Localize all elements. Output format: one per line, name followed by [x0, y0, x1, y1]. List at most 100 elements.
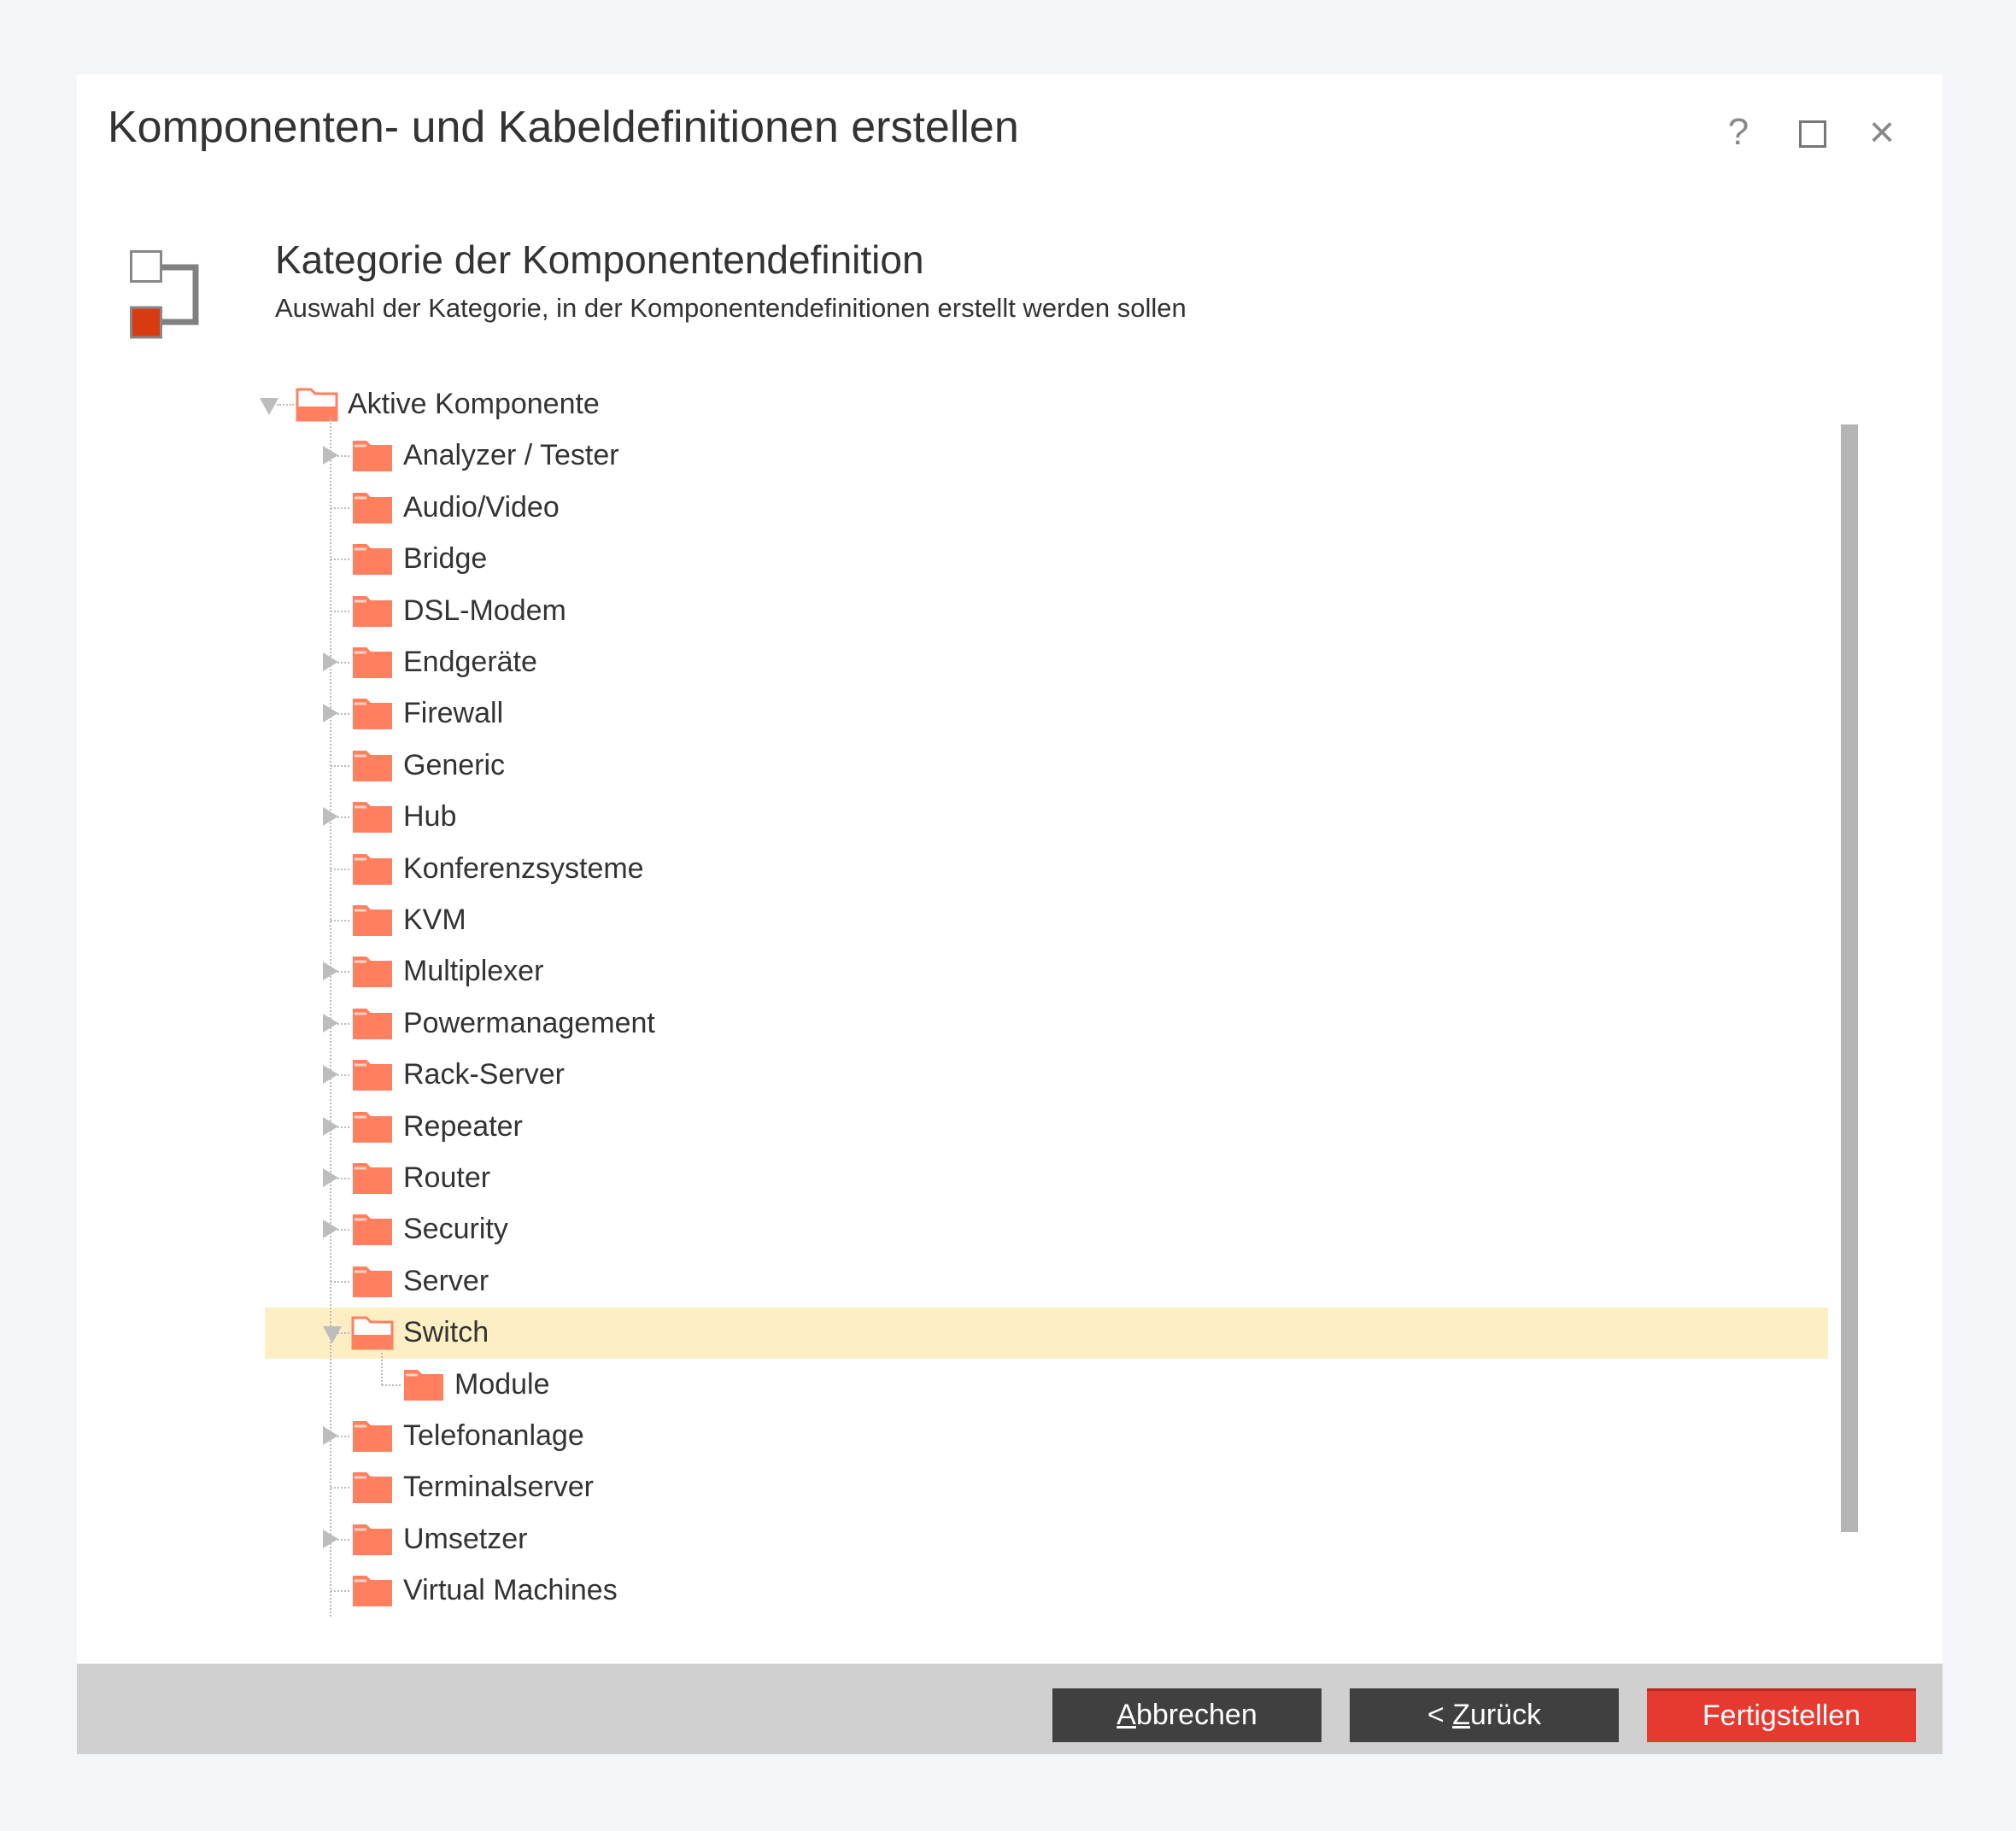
- tree-item[interactable]: DSL-Modem: [265, 586, 1828, 637]
- tree-connector: [331, 1126, 349, 1128]
- tree-item-label: Hub: [403, 800, 457, 834]
- folder-icon: [353, 1111, 392, 1143]
- tree-item[interactable]: Bridge: [265, 534, 1828, 585]
- tree-item[interactable]: Repeater: [265, 1102, 1828, 1153]
- folder-icon: [353, 1266, 392, 1297]
- tree-item-label: Telefonanlage: [403, 1419, 584, 1452]
- help-button[interactable]: ?: [1727, 111, 1749, 153]
- tree-item-label: Bridge: [403, 542, 488, 576]
- folder-icon: [353, 441, 392, 472]
- tree-item-label: Aktive Komponente: [348, 388, 600, 420]
- tree-item[interactable]: Umsetzer: [265, 1514, 1828, 1565]
- tree-item[interactable]: Analyzer / Tester: [265, 430, 1828, 482]
- tree-connector: [331, 764, 349, 767]
- tree-connector: [331, 713, 349, 716]
- folder-icon: [353, 750, 392, 781]
- tree-connector: [331, 920, 349, 921]
- folder-icon: [353, 1008, 392, 1039]
- page-subtitle: Auswahl der Kategorie, in der Komponente…: [275, 293, 1187, 323]
- tree-item-label: Terminalserver: [403, 1471, 594, 1504]
- tree-connector: [331, 1590, 349, 1593]
- tree-item[interactable]: Server: [265, 1256, 1828, 1307]
- tree-item[interactable]: Aktive Komponente: [260, 379, 1828, 430]
- cancel-label: bbrechen: [1135, 1699, 1257, 1731]
- tree-connector: [331, 1487, 349, 1489]
- tree-item-label: Umsetzer: [403, 1522, 528, 1555]
- folder-icon: [353, 1163, 392, 1194]
- tree-item[interactable]: Telefonanlage: [265, 1411, 1828, 1462]
- tree-item[interactable]: Security: [265, 1204, 1828, 1255]
- tree-item[interactable]: Multiplexer: [265, 946, 1828, 997]
- folder-open-icon: [351, 1316, 394, 1350]
- tree-item-label: Security: [403, 1213, 508, 1246]
- folder-icon: [353, 492, 392, 524]
- finish-button[interactable]: Fertigstellen: [1647, 1688, 1916, 1742]
- back-label: urück: [1469, 1699, 1542, 1731]
- folder-icon: [353, 699, 392, 730]
- maximize-icon: [1799, 120, 1826, 149]
- folder-open-icon: [296, 388, 338, 422]
- tree-item[interactable]: Router: [265, 1153, 1828, 1204]
- tree-item[interactable]: Endgeräte: [265, 637, 1828, 688]
- collapse-arrow-icon[interactable]: [260, 398, 278, 415]
- tree-item[interactable]: Konferenzsysteme: [265, 844, 1828, 895]
- tree-item-label: DSL-Modem: [403, 594, 566, 627]
- collapse-arrow-icon[interactable]: [323, 1326, 342, 1344]
- button-bar: Abbrechen < Zurück Fertigstellen: [77, 1664, 1943, 1754]
- tree-connector: [331, 1178, 349, 1179]
- tree-item-label: KVM: [403, 904, 466, 936]
- tree-item-label: Router: [403, 1161, 491, 1194]
- tree-item-label: Server: [403, 1264, 489, 1297]
- maximize-button[interactable]: [1791, 108, 1834, 156]
- wizard-dialog: Komponenten- und Kabeldefinitionen erste…: [77, 74, 1943, 1754]
- tree-item[interactable]: Switch: [265, 1307, 1828, 1360]
- close-button[interactable]: ×: [1868, 108, 1896, 157]
- tree-connector: [331, 1538, 349, 1541]
- tree-connector: [331, 662, 349, 664]
- back-button[interactable]: < Zurück: [1350, 1688, 1619, 1742]
- tree-item[interactable]: Firewall: [265, 688, 1828, 740]
- tree-item-label: Firewall: [403, 697, 504, 730]
- tree-connector: [331, 1436, 349, 1437]
- category-tree[interactable]: Aktive Komponente Analyzer / Tester Audio/…: [260, 379, 1828, 1711]
- tree-item-label: Repeater: [403, 1109, 523, 1143]
- tree-connector: [277, 404, 294, 406]
- tree-connector: [331, 868, 349, 870]
- tree-scrollbar[interactable]: [1841, 424, 1858, 1532]
- tree-connector: [331, 1332, 349, 1335]
- folder-icon: [353, 1060, 392, 1091]
- tree-item-label: Audio/Video: [403, 490, 560, 524]
- dialog-title: Komponenten- und Kabeldefinitionen erste…: [108, 102, 1019, 152]
- tree-item[interactable]: Powermanagement: [265, 998, 1828, 1050]
- tree-item[interactable]: Audio/Video: [265, 483, 1828, 534]
- tree-item[interactable]: Hub: [265, 792, 1828, 843]
- tree-connector: [331, 610, 349, 612]
- tree-item[interactable]: KVM: [265, 895, 1828, 946]
- folder-icon: [353, 1421, 392, 1452]
- cancel-button[interactable]: Abbrechen: [1052, 1688, 1322, 1742]
- folder-icon: [353, 853, 392, 885]
- folder-icon: [353, 905, 392, 936]
- tree-item-label: Module: [454, 1367, 550, 1401]
- tree-item[interactable]: Virtual Machines: [265, 1565, 1828, 1617]
- tree-connector: [331, 1074, 349, 1077]
- folder-icon: [353, 1576, 392, 1607]
- tree-item[interactable]: Generic: [265, 740, 1828, 792]
- tree-connector: [331, 971, 349, 974]
- tree-connector: [331, 1022, 349, 1025]
- folder-icon: [353, 544, 392, 576]
- tree-item[interactable]: Module: [265, 1360, 1828, 1411]
- tree-connector: [331, 506, 349, 509]
- tree-connector: [331, 1229, 349, 1231]
- tree-item-label: Endgeräte: [403, 646, 537, 678]
- tree-item-label: Analyzer / Tester: [403, 439, 619, 472]
- tree-item-label: Konferenzsysteme: [403, 851, 644, 885]
- tree-item-label: Powermanagement: [403, 1006, 655, 1039]
- folder-icon: [353, 1524, 392, 1555]
- tree-item-label: Generic: [403, 748, 506, 781]
- tree-item[interactable]: Terminalserver: [265, 1462, 1828, 1513]
- tree-item[interactable]: Rack-Server: [265, 1050, 1828, 1101]
- tree-guide-line: [330, 417, 331, 1617]
- back-label-prefix: <: [1427, 1699, 1453, 1731]
- folder-icon: [353, 956, 392, 988]
